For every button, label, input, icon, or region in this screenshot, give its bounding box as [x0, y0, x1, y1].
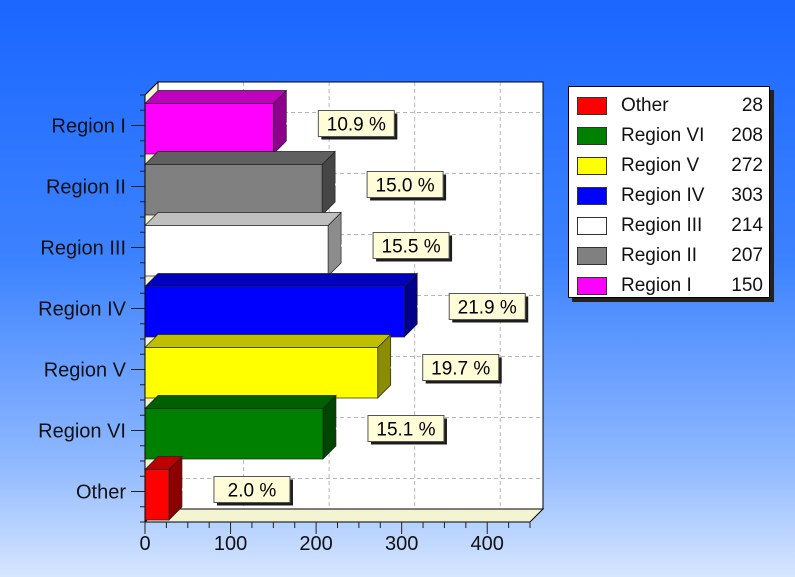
- legend-item-region-i: Region I 150: [577, 271, 763, 301]
- data-label: 2.0 %: [228, 481, 277, 502]
- data-label: 10.9 %: [327, 115, 386, 136]
- data-label: 15.0 %: [376, 176, 435, 197]
- y-tick-label: Region IV: [38, 299, 126, 321]
- legend-label: Region VI: [621, 125, 705, 146]
- legend-label: Region II: [621, 245, 698, 266]
- legend-label: Region I: [621, 275, 692, 296]
- data-label-box: [317, 110, 395, 137]
- data-label-box: [367, 415, 445, 442]
- bar-top: [144, 273, 419, 287]
- bar-top: [144, 334, 392, 348]
- bar-top: [144, 90, 288, 104]
- y-tick-label: Region II: [46, 177, 126, 199]
- legend-value: 272: [731, 155, 763, 176]
- data-label-box: [448, 293, 526, 320]
- data-label: 21.9 %: [458, 298, 517, 319]
- y-tick-label: Region I: [52, 116, 127, 138]
- x-tick-label: 300: [385, 533, 418, 555]
- data-label: 15.5 %: [382, 237, 441, 258]
- legend-item-region-ii: Region II 207: [577, 241, 763, 271]
- bar: [144, 469, 170, 521]
- legend-label: Region V: [621, 155, 700, 176]
- legend-swatch: [577, 217, 607, 235]
- legend-item-region-iv: Region IV 303: [577, 181, 763, 211]
- bar: [144, 103, 274, 155]
- legend-value: 208: [731, 125, 763, 146]
- data-label-box: [372, 232, 450, 259]
- legend-value: 150: [731, 275, 763, 296]
- plot-floor: [143, 508, 545, 523]
- x-tick-label: 0: [139, 533, 150, 555]
- y-tick-label: Region VI: [38, 421, 126, 443]
- legend-item-region-vi: Region VI 208: [577, 121, 763, 151]
- bar: [144, 347, 379, 399]
- x-tick-label: 200: [299, 533, 332, 555]
- bar-top: [144, 212, 342, 226]
- legend-swatch: [577, 157, 607, 175]
- bar-top: [144, 395, 337, 409]
- legend-swatch: [577, 127, 607, 145]
- data-label-box: [213, 476, 291, 503]
- legend-swatch: [577, 187, 607, 205]
- bar: [144, 408, 324, 460]
- x-tick-label: 400: [471, 533, 504, 555]
- legend-swatch: [577, 97, 607, 115]
- y-tick-label: Other: [76, 482, 126, 504]
- legend-label: Other: [621, 95, 669, 116]
- legend-value: 207: [731, 245, 763, 266]
- legend-value: 28: [741, 95, 763, 116]
- bar: [144, 286, 405, 338]
- bar-top: [144, 151, 336, 165]
- legend-value: 214: [731, 215, 763, 236]
- legend-value: 303: [731, 185, 763, 206]
- legend-item-region-iii: Region III 214: [577, 211, 763, 241]
- bar: [144, 164, 323, 216]
- legend-label: Region III: [621, 215, 703, 236]
- legend-item-region-v: Region V 272: [577, 151, 763, 181]
- data-label-box: [366, 171, 444, 198]
- x-tick-label: 100: [214, 533, 247, 555]
- legend-label: Region IV: [621, 185, 705, 206]
- legend-swatch: [577, 277, 607, 295]
- y-tick-label: Region III: [40, 238, 126, 260]
- legend-item-other: Other 28: [577, 91, 763, 121]
- data-label: 19.7 %: [431, 359, 490, 380]
- legend: Other 28 Region VI 208 Region V 272 Regi…: [568, 86, 770, 298]
- legend-swatch: [577, 247, 607, 265]
- data-label-box: [422, 354, 500, 381]
- data-label: 15.1 %: [376, 420, 435, 441]
- bar: [144, 225, 329, 277]
- y-tick-label: Region V: [44, 360, 127, 382]
